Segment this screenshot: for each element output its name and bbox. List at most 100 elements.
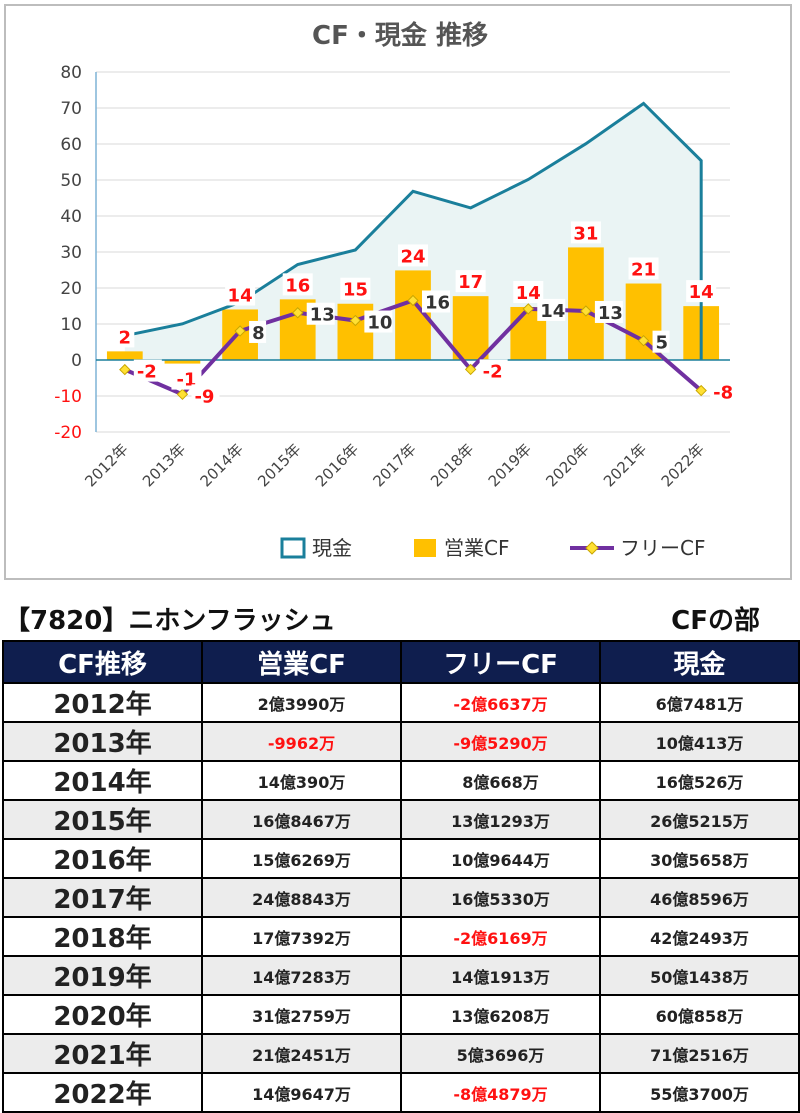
y-tick-label: 10: [60, 315, 82, 335]
free-cf-point: [119, 363, 131, 376]
operating-cf-data-label: 16: [285, 275, 310, 296]
year-cell: 2021年: [2, 1033, 203, 1074]
chart-title: CF・現金 推移: [312, 20, 488, 51]
y-tick-label: 50: [60, 171, 82, 191]
free-cf-label-bg: [652, 330, 670, 353]
column-header-cash: 現金: [599, 640, 800, 684]
x-tick-label: 2017年: [369, 440, 419, 490]
y-tick-label: 60: [60, 135, 82, 155]
y-tick-label: 0: [71, 351, 82, 371]
year-cell: 2016年: [2, 838, 203, 879]
legend-label-operating-cf: 営業CF: [444, 536, 509, 560]
free-cf-point: [522, 303, 534, 315]
operating-cf-label-bg: [398, 244, 428, 267]
operating-cf-cell: 21億2451万: [201, 1033, 402, 1074]
cash-cell: 26億5215万: [599, 799, 800, 840]
free-cf-cell: -9億5290万: [400, 721, 601, 762]
operating-cf-data-label: 24: [400, 246, 425, 267]
operating-cf-bar: [164, 360, 201, 364]
operating-cf-label-bg: [340, 277, 371, 300]
free-cf-data-label: 5: [656, 333, 669, 354]
free-cf-label-bg: [133, 359, 162, 382]
free-cf-data-label: 10: [367, 313, 392, 334]
year-cell: 2014年: [2, 760, 203, 801]
free-cf-label-bg: [306, 302, 335, 325]
operating-cf-cell: 24億8843万: [201, 877, 402, 918]
table-row: 2020年 31億2759万 13億6208万 60億858万: [2, 994, 800, 1035]
column-header-free-cf: フリーCF: [400, 640, 601, 684]
table-body: 2012年 2億3990万 -2億6637万 6億7481万 2013年 -9962万 -9…: [2, 682, 800, 1113]
cash-cell: 42億2493万: [599, 916, 800, 957]
free-cf-label-bg: [594, 300, 623, 323]
cash-cell: 10億413万: [599, 721, 800, 762]
column-header-year: CF推移: [2, 640, 203, 684]
cash-cell: 30億5658万: [599, 838, 800, 879]
operating-cf-bar: [106, 351, 143, 360]
cash-area: [124, 103, 702, 361]
x-tick-label: 2020年: [542, 440, 592, 490]
free-cf-data-label: 16: [425, 292, 450, 313]
operating-cf-data-label: 31: [573, 223, 598, 244]
chart-frame: CF・現金 推移 80 70 60 50 40 30 20 10 0 -10 -20 2 -1 14 16 15…: [4, 4, 792, 580]
year-cell: 2015年: [2, 799, 203, 840]
legend-marker-free-cf: [585, 541, 599, 555]
x-tick-label: 2012年: [81, 440, 131, 490]
x-tick-label: 2014年: [197, 440, 247, 490]
operating-cf-cell: -9962万: [201, 721, 402, 762]
x-tick-label: 2013年: [139, 440, 189, 490]
company-name: 【7820】ニホンフラッシュ: [4, 606, 336, 636]
free-cf-data-label: 13: [310, 305, 335, 326]
cash-line: [124, 101, 703, 360]
free-cf-label-bg: [364, 310, 393, 333]
free-cf-label-bg: [710, 380, 739, 403]
free-cf-cell: -2億6637万: [400, 682, 601, 723]
free-cf-point: [580, 305, 592, 317]
legend-swatch-operating-cf: [414, 539, 436, 557]
cf-table: CF推移 営業CF フリーCF 現金 2012年 2億3990万 -2億6637万 6…: [2, 640, 800, 1113]
operating-cf-data-label: 2: [119, 327, 132, 348]
year-cell: 2012年: [2, 682, 203, 723]
y-tick-label: 30: [60, 243, 82, 263]
cash-cell: 46億8596万: [599, 877, 800, 918]
operating-cf-label-bg: [282, 273, 313, 296]
free-cf-cell: 13億6208万: [400, 994, 601, 1035]
free-cf-label-bg: [249, 320, 267, 343]
table-row: 2013年 -9962万 -9億5290万 10億413万: [2, 721, 800, 762]
operating-cf-data-label: 14: [228, 285, 253, 306]
y-tick-label: 20: [60, 279, 82, 299]
free-cf-point: [234, 325, 246, 337]
x-tick-label: 2018年: [427, 440, 477, 490]
free-cf-cell: -8億4879万: [400, 1072, 601, 1113]
x-tick-label: 2015年: [254, 440, 304, 490]
free-cf-cell: 16億5330万: [400, 877, 601, 918]
operating-cf-data-label: 17: [458, 272, 483, 293]
year-cell: 2022年: [2, 1072, 203, 1113]
operating-cf-cell: 14億9647万: [201, 1072, 402, 1113]
free-cf-data-label: -2: [483, 361, 503, 382]
free-cf-point: [637, 334, 650, 347]
table-row: 2021年 21億2451万 5億3696万 71億2516万: [2, 1033, 800, 1074]
y-tick-label: 80: [60, 63, 82, 83]
free-cf-label-bg: [191, 384, 220, 407]
free-cf-cell: 10億9644万: [400, 838, 601, 879]
free-cf-point: [349, 314, 362, 327]
operating-cf-label-bg: [225, 283, 256, 306]
section-label: CFの部: [671, 606, 760, 636]
table-row: 2015年 16億8467万 13億1293万 26億5215万: [2, 799, 800, 840]
x-tick-label: 2021年: [600, 440, 650, 490]
operating-cf-data-label: 14: [516, 283, 541, 304]
table-header-row: CF推移 営業CF フリーCF 現金: [2, 640, 800, 684]
free-cf-label-bg: [422, 290, 450, 313]
cash-cell: 16億526万: [599, 760, 800, 801]
year-cell: 2013年: [2, 721, 203, 762]
table-row: 2016年 15億6269万 10億9644万 30億5658万: [2, 838, 800, 879]
cash-cell: 50億1438万: [599, 955, 800, 996]
year-cell: 2018年: [2, 916, 203, 957]
free-cf-data-label: 13: [598, 303, 623, 324]
year-cell: 2020年: [2, 994, 203, 1035]
free-cf-label-bg: [537, 298, 566, 321]
cash-cell: 71億2516万: [599, 1033, 800, 1074]
operating-cf-data-label: 14: [689, 282, 714, 303]
operating-cf-label-bg: [455, 270, 486, 293]
